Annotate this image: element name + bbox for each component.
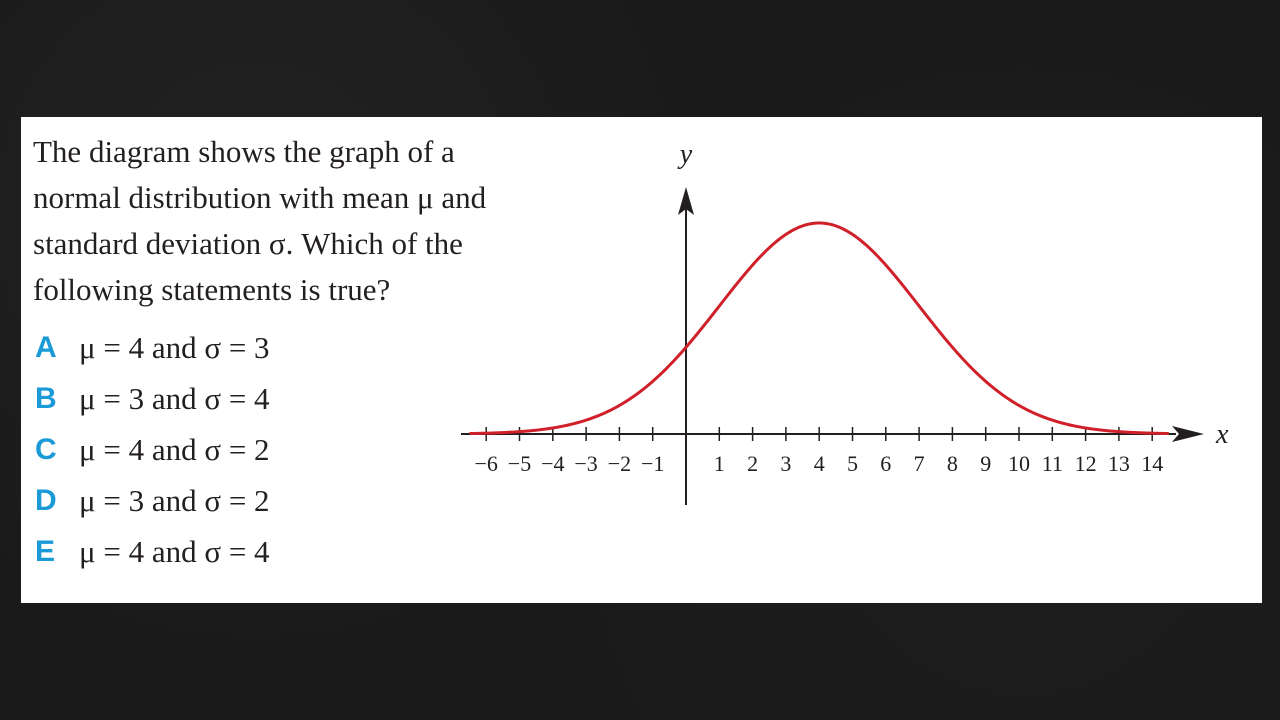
x-tick-label: 13 — [1108, 451, 1130, 476]
option-letter: B — [35, 381, 57, 415]
x-tick-label: 8 — [947, 451, 958, 476]
option-b[interactable]: B μ = 3 and σ = 4 — [35, 373, 270, 424]
y-axis-arrow — [678, 187, 694, 215]
x-tick-label: −4 — [541, 451, 564, 476]
normal-curve — [469, 221, 1169, 436]
option-letter: D — [35, 483, 57, 517]
x-tick-label: 1 — [714, 451, 725, 476]
x-axis-arrow — [1172, 426, 1204, 442]
x-tick-label: 7 — [914, 451, 925, 476]
option-text: μ = 4 and σ = 3 — [79, 329, 270, 365]
x-tick-label: −1 — [641, 451, 664, 476]
x-axis-label: x — [1215, 419, 1229, 450]
x-tick-label: 4 — [814, 451, 825, 476]
answer-options: A μ = 4 and σ = 3 B μ = 3 and σ = 4 C μ … — [35, 322, 270, 577]
option-c[interactable]: C μ = 4 and σ = 2 — [35, 424, 270, 475]
x-tick-label: 2 — [747, 451, 758, 476]
x-tick-label: −3 — [574, 451, 597, 476]
x-tick-label: −2 — [608, 451, 631, 476]
y-axis-label: y — [677, 139, 693, 170]
x-tick-label: 10 — [1008, 451, 1030, 476]
x-tick-label: 6 — [880, 451, 891, 476]
x-tick-label: 9 — [980, 451, 991, 476]
question-card: The diagram shows the graph of a normal … — [21, 117, 1262, 603]
option-text: μ = 4 and σ = 4 — [79, 533, 270, 569]
question-line: The diagram shows the graph of a — [33, 134, 455, 169]
x-tick-label: −6 — [474, 451, 497, 476]
option-letter: A — [35, 330, 57, 364]
option-d[interactable]: D μ = 3 and σ = 2 — [35, 475, 270, 526]
x-tick-label: 14 — [1141, 451, 1163, 476]
x-tick-label: −5 — [508, 451, 531, 476]
question-line: normal distribution with mean μ and — [33, 180, 487, 215]
question-line: standard deviation σ. Which of the — [33, 226, 463, 261]
x-ticks: −6 −5 −4 −3 −2 −1 1 2 3 4 5 6 7 8 9 10 11 12 13 14 — [474, 427, 1163, 476]
option-text: μ = 4 and σ = 2 — [79, 431, 270, 467]
option-e[interactable]: E μ = 4 and σ = 4 — [35, 526, 270, 577]
normal-distribution-chart: −6 −5 −4 −3 −2 −1 1 2 3 4 5 6 7 8 9 10 11 12 13 14 x y — [461, 139, 1229, 505]
x-tick-label: 12 — [1075, 451, 1097, 476]
option-text: μ = 3 and σ = 2 — [79, 482, 270, 518]
x-tick-label: 11 — [1042, 451, 1063, 476]
option-a[interactable]: A μ = 4 and σ = 3 — [35, 322, 270, 373]
x-tick-label: 3 — [780, 451, 791, 476]
question-text: The diagram shows the graph of a normal … — [33, 129, 553, 313]
x-tick-label: 5 — [847, 451, 858, 476]
option-letter: E — [35, 534, 56, 568]
question-line: following statements is true? — [33, 272, 391, 307]
option-letter: C — [35, 432, 57, 466]
option-text: μ = 3 and σ = 4 — [79, 380, 270, 416]
